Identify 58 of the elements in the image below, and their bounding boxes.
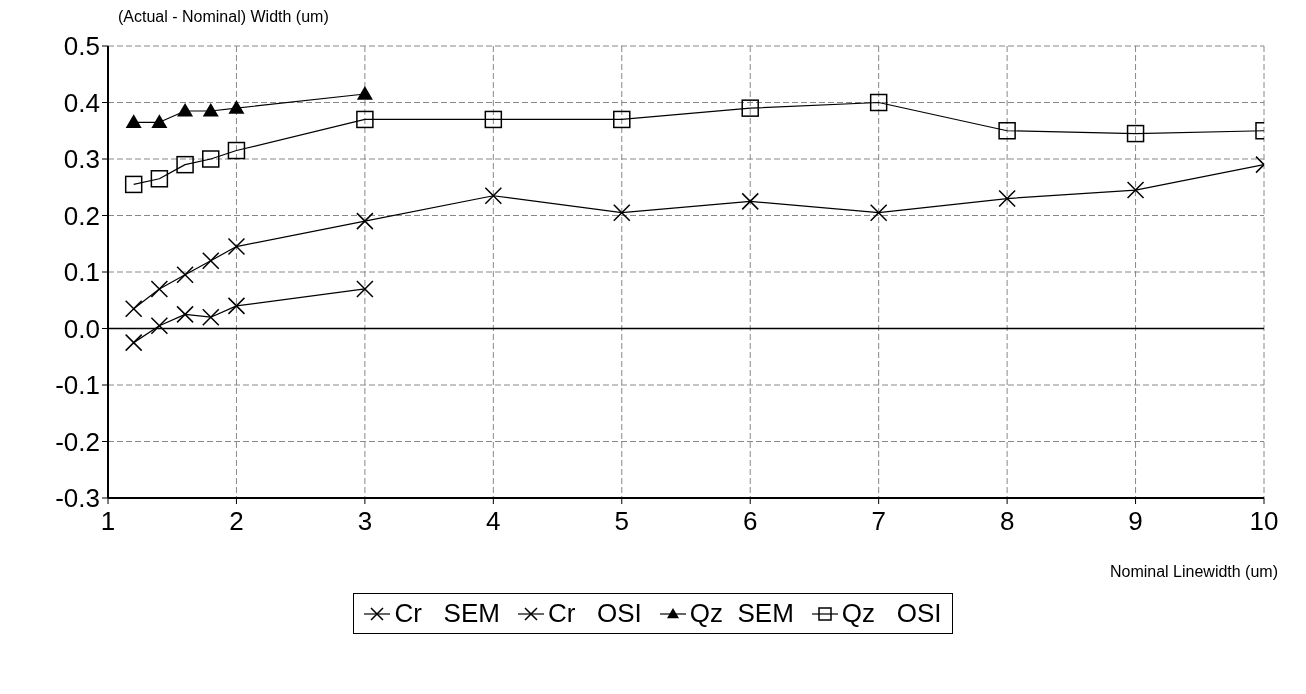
legend-label: Qz OSI [841, 598, 942, 629]
y-tick-label: 0.4 [63, 87, 100, 118]
x-tick-label: 5 [614, 506, 630, 537]
legend-label: Qz SEM [689, 598, 794, 629]
x-tick-label: 3 [357, 506, 373, 537]
point [176, 266, 194, 284]
point [484, 186, 503, 205]
point [176, 305, 194, 324]
point [227, 297, 246, 315]
y-tick-label: 0.5 [63, 31, 100, 62]
x-tick-label: 2 [229, 506, 244, 537]
point [124, 299, 143, 318]
x-tick-label: 8 [999, 506, 1015, 537]
x-tick-label: 7 [871, 506, 886, 537]
point [613, 110, 631, 129]
point [125, 114, 142, 128]
y-tick-label: -0.3 [55, 483, 100, 514]
point [356, 110, 374, 129]
point [998, 122, 1016, 140]
point [741, 192, 759, 211]
x-tick-label: 10 [1249, 506, 1279, 537]
point [484, 110, 503, 129]
x-axis-title: Nominal Linewidth (um) [1108, 563, 1279, 581]
point [1126, 181, 1145, 199]
point [356, 86, 373, 100]
y-tick-label: -0.2 [55, 426, 100, 457]
point [124, 175, 143, 194]
point [227, 141, 246, 160]
y-tick-label: 0.0 [63, 313, 100, 344]
point [176, 155, 194, 174]
point [202, 150, 220, 168]
point [151, 114, 168, 128]
y-tick-label: 0.3 [63, 144, 100, 175]
y-tick-label: 0.2 [63, 200, 100, 231]
legend-label: Cr SEM [394, 598, 500, 629]
y-tick-label: 0.1 [63, 257, 100, 288]
point [1126, 124, 1145, 143]
point [356, 212, 374, 230]
point [741, 99, 759, 117]
x-tick-label: 1 [100, 506, 116, 537]
y-tick-label: -0.1 [55, 370, 100, 401]
point [202, 102, 219, 117]
x-tick-label: 6 [742, 506, 758, 537]
point [202, 251, 220, 270]
point [124, 333, 143, 352]
legend-label: Cr OSI [547, 598, 642, 629]
x-tick-label: 4 [486, 506, 501, 537]
point [150, 280, 169, 298]
point [869, 93, 888, 112]
point [202, 308, 220, 326]
x-tick-label: 9 [1128, 506, 1143, 537]
point [998, 189, 1016, 208]
point [150, 170, 169, 188]
point [177, 102, 194, 117]
y-axis-title: (Actual - Nominal) Width (um) [118, 8, 329, 26]
point [869, 203, 888, 222]
point [613, 203, 631, 222]
point [228, 100, 245, 114]
